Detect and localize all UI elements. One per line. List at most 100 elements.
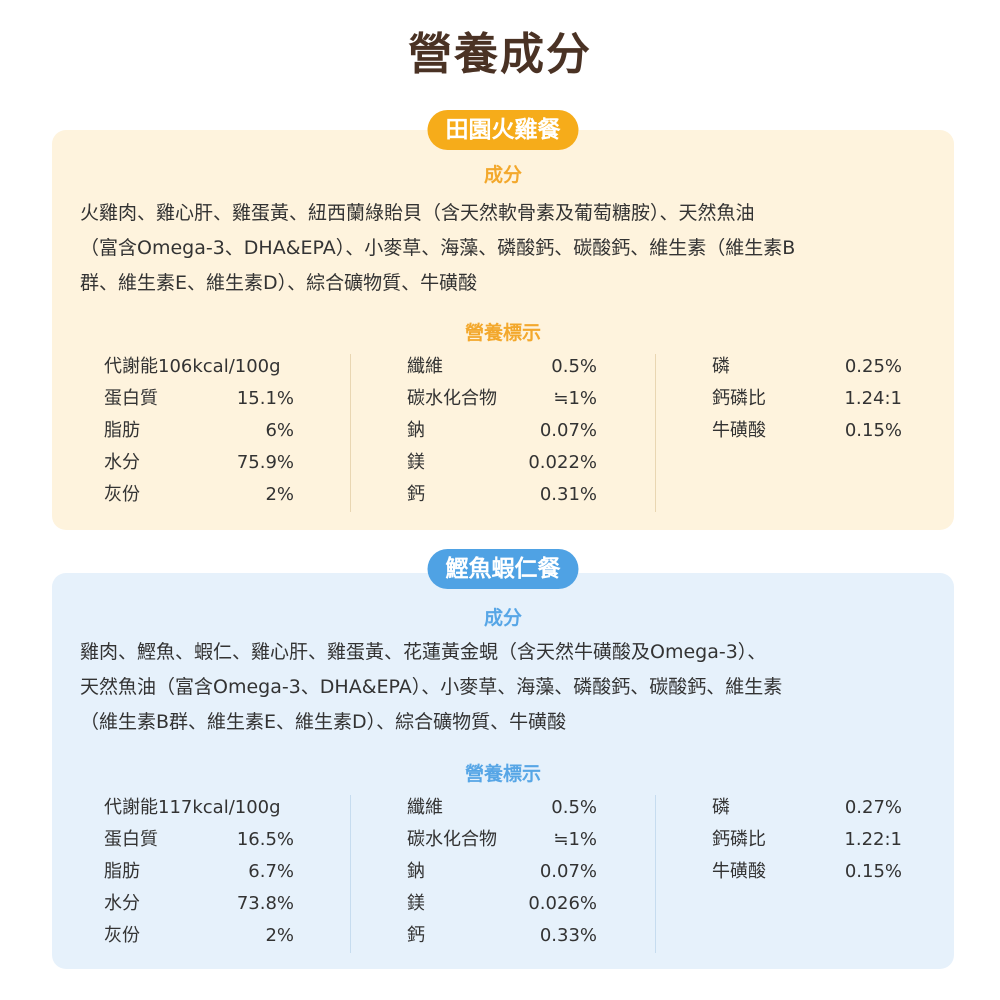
- nutrition-row: 纖維 0.5%: [407, 792, 597, 824]
- nutrition-row: 碳水化合物 ≒1%: [407, 383, 597, 415]
- nutrient-label: 代謝能106kcal/100g: [104, 356, 281, 377]
- nutrient-label: 蛋白質: [104, 829, 158, 850]
- product-name-badge: 鰹魚蝦仁餐: [427, 549, 579, 589]
- nutrition-row: 牛磺酸 0.15%: [712, 415, 902, 447]
- nutrient-value: 16.5%: [236, 829, 294, 850]
- nutrient-label: 脂肪: [104, 420, 140, 441]
- nutrition-row: 磷 0.25%: [712, 351, 902, 383]
- ingredients-line: 天然魚油（富含Omega-3、DHA&EPA）、小麥草、海藻、磷酸鈣、碳酸鈣、維…: [80, 676, 783, 698]
- nutrition-row: 碳水化合物 ≒1%: [407, 824, 597, 856]
- nutrient-value: 0.5%: [551, 797, 597, 818]
- nutrient-value: 6.7%: [248, 861, 294, 882]
- nutrition-row: 纖維 0.5%: [407, 351, 597, 383]
- nutrition-column-3: 磷 0.25% 鈣磷比 1.24:1 牛磺酸 0.15%: [712, 351, 902, 447]
- nutrition-row: 脂肪 6.7%: [104, 856, 294, 888]
- nutrient-label: 水分: [104, 893, 140, 914]
- nutrition-column-2: 纖維 0.5% 碳水化合物 ≒1% 鈉 0.07% 鎂 0.022% 鈣 0.31%: [407, 351, 597, 511]
- nutrition-row: 灰份 2%: [104, 479, 294, 511]
- ingredients-text: 火雞肉、雞心肝、雞蛋黃、紐西蘭綠貽貝（含天然軟骨素及葡萄糖胺）、天然魚油 （富含…: [80, 196, 932, 301]
- nutrient-value: ≒1%: [553, 388, 597, 409]
- nutrition-row: 鈣磷比 1.22:1: [712, 824, 902, 856]
- nutrient-label: 鈣: [407, 925, 425, 946]
- nutrition-row: 蛋白質 16.5%: [104, 824, 294, 856]
- column-divider: [655, 354, 656, 512]
- nutrition-row: 鈉 0.07%: [407, 415, 597, 447]
- nutrition-row: 磷 0.27%: [712, 792, 902, 824]
- nutrient-value: 0.27%: [844, 797, 902, 818]
- nutrient-value: 0.25%: [844, 356, 902, 377]
- nutrient-value: 0.07%: [539, 861, 597, 882]
- nutrition-column-3: 磷 0.27% 鈣磷比 1.22:1 牛磺酸 0.15%: [712, 792, 902, 888]
- nutrition-row: 鈣 0.31%: [407, 479, 597, 511]
- nutrient-label: 鈉: [407, 420, 425, 441]
- column-divider: [655, 795, 656, 953]
- nutrient-label: 鎂: [407, 452, 425, 473]
- nutrient-label: 代謝能117kcal/100g: [104, 797, 281, 818]
- nutrient-label: 灰份: [104, 484, 140, 505]
- ingredients-heading: 成分: [483, 607, 522, 629]
- nutrition-row: 水分 75.9%: [104, 447, 294, 479]
- nutrient-value: 75.9%: [236, 452, 294, 473]
- nutrition-column-2: 纖維 0.5% 碳水化合物 ≒1% 鈉 0.07% 鎂 0.026% 鈣 0.33%: [407, 792, 597, 952]
- nutrition-row: 蛋白質 15.1%: [104, 383, 294, 415]
- nutrition-heading: 營養標示: [464, 763, 541, 785]
- nutrient-value: 15.1%: [236, 388, 294, 409]
- product-card-bonito: 鰹魚蝦仁餐 成分 雞肉、鰹魚、蝦仁、雞心肝、雞蛋黃、花蓮黃金蜆（含天然牛磺酸及O…: [52, 549, 954, 969]
- nutrient-value: 0.022%: [528, 452, 597, 473]
- ingredients-line: 群、維生素E、維生素D）、綜合礦物質、牛磺酸: [80, 272, 478, 294]
- nutrient-label: 鎂: [407, 893, 425, 914]
- nutrition-heading: 營養標示: [464, 322, 541, 344]
- nutrient-label: 鈣磷比: [712, 829, 766, 850]
- ingredients-line: 火雞肉、雞心肝、雞蛋黃、紐西蘭綠貽貝（含天然軟骨素及葡萄糖胺）、天然魚油: [80, 202, 755, 224]
- nutrient-label: 磷: [712, 356, 730, 377]
- nutrition-row: 水分 73.8%: [104, 888, 294, 920]
- nutrient-label: 鈣磷比: [712, 388, 766, 409]
- nutrient-label: 碳水化合物: [407, 829, 497, 850]
- nutrient-label: 牛磺酸: [712, 861, 766, 882]
- nutrient-label: 鈉: [407, 861, 425, 882]
- nutrient-value: 0.33%: [539, 925, 597, 946]
- nutrient-value: 2%: [265, 925, 294, 946]
- nutrient-label: 碳水化合物: [407, 388, 497, 409]
- ingredients-line: （富含Omega-3、DHA&EPA）、小麥草、海藻、磷酸鈣、碳酸鈣、維生素（維…: [80, 237, 796, 259]
- nutrient-label: 水分: [104, 452, 140, 473]
- nutrient-value: 0.15%: [844, 861, 902, 882]
- nutrient-value: ≒1%: [553, 829, 597, 850]
- ingredients-heading: 成分: [483, 164, 522, 186]
- nutrition-row: 鈣磷比 1.24:1: [712, 383, 902, 415]
- nutrient-label: 鈣: [407, 484, 425, 505]
- nutrient-value: 1.24:1: [844, 388, 902, 409]
- nutrition-row: 代謝能106kcal/100g: [104, 351, 294, 383]
- nutrient-label: 纖維: [407, 797, 443, 818]
- nutrient-label: 牛磺酸: [712, 420, 766, 441]
- ingredients-text: 雞肉、鰹魚、蝦仁、雞心肝、雞蛋黃、花蓮黃金蜆（含天然牛磺酸及Omega-3）、 …: [80, 635, 932, 740]
- nutrient-label: 纖維: [407, 356, 443, 377]
- nutrient-value: 0.31%: [539, 484, 597, 505]
- nutrition-row: 鈉 0.07%: [407, 856, 597, 888]
- nutrition-row: 鎂 0.026%: [407, 888, 597, 920]
- nutrition-row: 脂肪 6%: [104, 415, 294, 447]
- nutrient-value: 0.15%: [844, 420, 902, 441]
- column-divider: [350, 795, 351, 953]
- product-name-badge: 田園火雞餐: [427, 110, 579, 150]
- nutrition-row: 代謝能117kcal/100g: [104, 792, 294, 824]
- nutrient-label: 脂肪: [104, 861, 140, 882]
- product-card-turkey: 田園火雞餐 成分 火雞肉、雞心肝、雞蛋黃、紐西蘭綠貽貝（含天然軟骨素及葡萄糖胺）…: [52, 110, 954, 530]
- nutrition-column-1: 代謝能117kcal/100g 蛋白質 16.5% 脂肪 6.7% 水分 73.8% …: [104, 792, 294, 952]
- nutrient-label: 灰份: [104, 925, 140, 946]
- nutrient-value: 2%: [265, 484, 294, 505]
- nutrient-value: 73.8%: [236, 893, 294, 914]
- nutrition-row: 牛磺酸 0.15%: [712, 856, 902, 888]
- nutrient-value: 0.07%: [539, 420, 597, 441]
- nutrition-row: 鈣 0.33%: [407, 920, 597, 952]
- nutrition-row: 鎂 0.022%: [407, 447, 597, 479]
- nutrition-row: 灰份 2%: [104, 920, 294, 952]
- nutrient-label: 磷: [712, 797, 730, 818]
- nutrient-label: 蛋白質: [104, 388, 158, 409]
- column-divider: [350, 354, 351, 512]
- ingredients-line: （維生素B群、維生素E、維生素D）、綜合礦物質、牛磺酸: [80, 711, 567, 733]
- nutrient-value: 6%: [265, 420, 294, 441]
- nutrient-value: 0.5%: [551, 356, 597, 377]
- page-title: 營養成分: [408, 29, 592, 80]
- nutrition-column-1: 代謝能106kcal/100g 蛋白質 15.1% 脂肪 6% 水分 75.9% 灰份…: [104, 351, 294, 511]
